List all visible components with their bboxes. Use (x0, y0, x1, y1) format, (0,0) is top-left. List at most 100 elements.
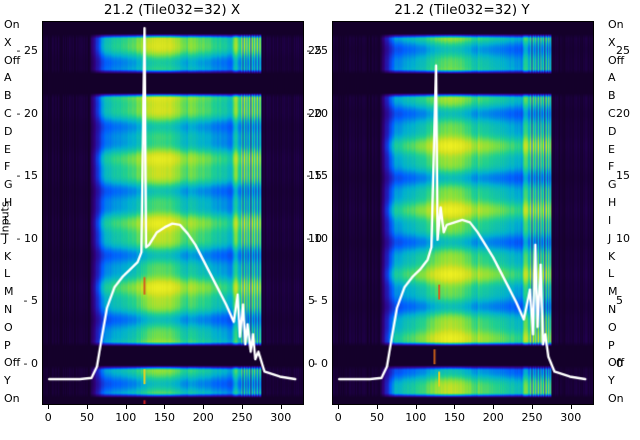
cat-left-h-10: H (4, 196, 13, 210)
cat-left-off-2: Off (4, 53, 21, 67)
ytick-label-rightpanel-right-5: 25 (616, 44, 630, 58)
ytick-label-leftpanel-right-0: 0 (308, 356, 315, 370)
cat-right-h-10: H (608, 196, 617, 210)
xtick-mark-left-0 (48, 405, 50, 409)
cat-right-n-16: N (608, 302, 617, 316)
ytick-label-left-0: - 0 (23, 356, 38, 370)
xtick-mark-left-5 (241, 405, 243, 409)
xtick-label-right-5: 250 (521, 411, 543, 424)
ytick-label-left-4: - 20 (16, 106, 38, 120)
cat-left-x-1: X (4, 35, 12, 49)
ytick-label-right-inner-4: - 20 (306, 106, 328, 120)
cat-left-on-0: On (4, 18, 20, 31)
cat-left-c-5: C (4, 107, 12, 121)
cat-right-j-12: J (608, 231, 612, 245)
ytick-label-right-inner-0: - 0 (313, 356, 328, 370)
xtick-label-right-2: 100 (405, 411, 427, 424)
cat-left-d-6: D (4, 124, 13, 138)
cat-left-m-15: M (4, 285, 14, 299)
ytick-label-left-1: - 5 (23, 294, 38, 308)
xtick-mark-right-3 (454, 405, 456, 409)
xtick-label-left-2: 100 (115, 411, 137, 424)
ytick-label-right-inner-5: - 25 (306, 44, 328, 58)
ytick-label-rightpanel-right-0: 0 (616, 356, 623, 370)
cat-left-o-17: O (4, 320, 13, 334)
cat-left-g-9: G (4, 178, 13, 192)
heatmap-left (43, 22, 303, 404)
cat-left-a-3: A (4, 71, 12, 85)
xtick-label-left-4: 200 (192, 411, 214, 424)
xtick-label-right-3: 150 (443, 411, 465, 424)
cat-left-k-13: K (4, 249, 12, 263)
cat-left-e-7: E (4, 142, 11, 156)
cat-right-m-15: M (608, 285, 618, 299)
cat-right-e-7: E (608, 142, 615, 156)
xtick-label-left-6: 300 (270, 411, 292, 424)
cat-right-c-5: C (608, 107, 616, 121)
cat-right-on-21: On (608, 392, 624, 405)
xtick-mark-right-6 (570, 405, 572, 409)
xtick-mark-left-2 (125, 405, 127, 409)
ytick-label-leftpanel-right-2: 10 (308, 231, 322, 245)
xtick-label-left-5: 250 (231, 411, 253, 424)
cat-right-l-14: L (608, 267, 615, 281)
ytick-label-leftpanel-right-3: 15 (308, 169, 322, 183)
cat-left-p-18: P (4, 338, 11, 352)
cat-right-g-9: G (608, 178, 617, 192)
xtick-mark-left-3 (164, 405, 166, 409)
cat-left-n-16: N (4, 302, 13, 316)
ytick-label-leftpanel-right-5: 25 (308, 44, 322, 58)
cat-left-i-11: I (4, 213, 8, 227)
cat-left-l-14: L (4, 267, 11, 281)
ytick-label-leftpanel-right-4: 20 (308, 106, 322, 120)
cat-right-i-11: I (608, 213, 612, 227)
xtick-mark-left-4 (203, 405, 205, 409)
cat-left-off-19: Off (4, 356, 21, 370)
cat-right-f-8: F (608, 160, 615, 174)
cat-right-k-13: K (608, 249, 616, 263)
cat-left-y-20: Y (4, 374, 11, 388)
ytick-label-right-inner-1: - 5 (313, 294, 328, 308)
xtick-mark-right-0 (338, 405, 340, 409)
xtick-mark-right-4 (493, 405, 495, 409)
xtick-label-left-1: 50 (79, 411, 94, 424)
xtick-mark-left-6 (280, 405, 282, 409)
cat-left-f-8: F (4, 160, 11, 174)
ytick-label-rightpanel-right-4: 20 (616, 106, 630, 120)
xtick-label-left-3: 150 (153, 411, 175, 424)
xtick-label-right-4: 200 (482, 411, 504, 424)
xtick-label-right-0: 0 (334, 411, 342, 424)
ytick-label-rightpanel-right-2: 10 (616, 231, 630, 245)
cat-right-b-4: B (608, 89, 616, 103)
plot-area-left (42, 21, 304, 405)
cat-left-on-21: On (4, 392, 20, 405)
ytick-label-right-inner-2: - 10 (306, 231, 328, 245)
xtick-mark-right-2 (415, 405, 417, 409)
xtick-label-left-0: 0 (44, 411, 52, 424)
ytick-label-left-2: - 10 (16, 231, 38, 245)
cat-right-off-19: Off (608, 356, 625, 370)
ytick-label-right-inner-3: - 15 (306, 169, 328, 183)
xtick-label-right-6: 300 (560, 411, 582, 424)
cat-right-x-1: X (608, 35, 616, 49)
cat-left-j-12: J (4, 231, 8, 245)
ytick-label-left-3: - 15 (16, 169, 38, 183)
ytick-label-rightpanel-right-3: 15 (616, 169, 630, 183)
panel-title-left: 21.2 (Tile032=32) X (103, 2, 241, 18)
xtick-mark-left-1 (86, 405, 88, 409)
xtick-mark-right-1 (376, 405, 378, 409)
ytick-label-rightpanel-right-1: 5 (616, 294, 623, 308)
cat-right-on-0: On (608, 18, 624, 31)
cat-right-p-18: P (608, 338, 615, 352)
ytick-label-left-5: - 25 (16, 44, 38, 58)
cat-right-o-17: O (608, 320, 617, 334)
cat-right-y-20: Y (608, 374, 615, 388)
ytick-label-leftpanel-right-1: 5 (308, 294, 315, 308)
panel-title-right: 21.2 (Tile032=32) Y (394, 2, 530, 18)
heatmap-right (333, 22, 593, 404)
cat-left-b-4: B (4, 89, 12, 103)
xtick-mark-right-5 (531, 405, 533, 409)
xtick-label-right-1: 50 (369, 411, 384, 424)
cat-right-d-6: D (608, 124, 617, 138)
